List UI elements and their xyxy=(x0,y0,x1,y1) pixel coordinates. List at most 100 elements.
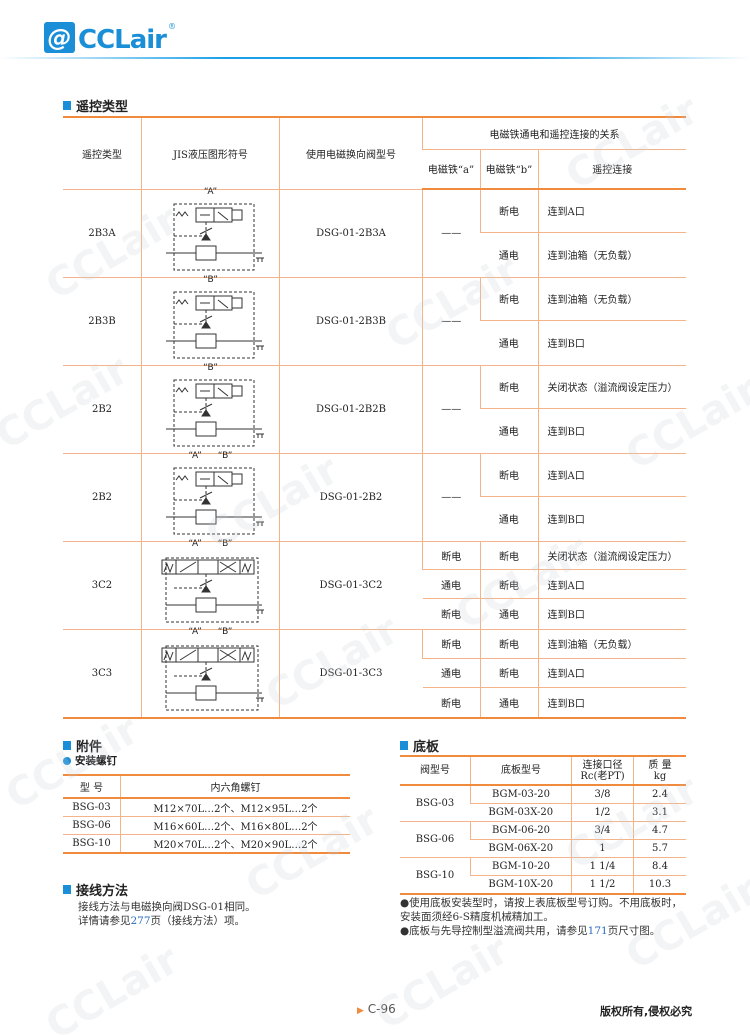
cell-remote-conn: 连到A口 xyxy=(537,569,686,600)
cell-sol-a: 通电 xyxy=(422,569,480,600)
logo-text: CCLair xyxy=(78,25,167,55)
wiring-text: 接线方法与电磁换向阀DSG-01相同。 详情请参见277页（接线方法）项。 xyxy=(78,900,256,928)
cell-port-size: 1 xyxy=(571,839,634,858)
header-valve: 使用电磁换向阀型号 xyxy=(279,117,423,190)
section-title-accessories: 附件 xyxy=(63,736,102,755)
header-plate-model: 底板型号 xyxy=(470,756,572,786)
table-row: BSG-06 M16×60L…2个、M16×80L…2个 xyxy=(63,816,350,835)
header-divider xyxy=(0,57,750,59)
section-title-text: 接线方法 xyxy=(76,884,129,899)
copyright: 版权所有,侵权必究 xyxy=(600,1005,693,1018)
cell-remote-conn: 连到B口 xyxy=(537,496,686,542)
table-row: 通电 断电 连到A口 xyxy=(63,658,686,688)
cell-valve-model: BSG-10 xyxy=(400,857,471,895)
remote-type-table: 遥控类型 JIS液压图形符号 使用电磁换向阀型号 电磁铁通电和遥控连接的关系 电… xyxy=(63,116,686,719)
note-2: ●底板与先导控制型溢流阀共用，请参见 xyxy=(400,925,588,937)
cell-plate-model: BGM-06-20 xyxy=(470,821,572,840)
cell-symbol: “A” “B” xyxy=(141,539,280,630)
cell-sol-b: 断电 xyxy=(479,569,538,600)
cell-remote-conn: 连到B口 xyxy=(537,408,686,454)
port-label: “A” xyxy=(203,186,218,197)
cell-sol-b: 断电 xyxy=(479,541,538,571)
cell-plate-model: BGM-10X-20 xyxy=(470,875,572,895)
section-title-text: 遥控类型 xyxy=(76,100,129,115)
port-unit: Rc(老PT) xyxy=(580,770,625,782)
watermark: CCLair xyxy=(368,926,517,1035)
logo-mark-icon: @ xyxy=(44,22,75,53)
cell-remote-conn: 连到A口 xyxy=(537,658,686,688)
table-row: 3C3 “A” “B” DSG-01-3C3 断电 断电 连到油箱（无负载） xyxy=(63,626,686,718)
cell-mass: 5.7 xyxy=(633,839,686,858)
section-title-remote: 遥控类型 xyxy=(63,96,128,115)
table-row: BSG-10 M20×70L…2个、M20×90L…2个 xyxy=(63,834,350,854)
cell-port-size: 3/8 xyxy=(571,785,634,804)
square-bullet-icon xyxy=(63,101,71,110)
cell-sol-b: 断电 xyxy=(479,453,538,497)
table-row: BSG-03 M12×70L…2个、M12×95L…2个 xyxy=(63,798,350,817)
cell-sol-a: 断电 xyxy=(422,598,480,630)
hydraulic-symbol-icon xyxy=(161,645,264,710)
header-sol-a: 电磁铁“a” xyxy=(422,149,480,190)
table-row: BSG-10 BGM-10-20 1 1/4 8.4 xyxy=(400,857,686,895)
wiring-line-2-end: 页（接线方法）项。 xyxy=(150,915,246,927)
page-link-171[interactable]: 171 xyxy=(587,925,608,937)
wiring-line-2: 详情请参见 xyxy=(78,915,131,927)
cell-sol-a: 断电 xyxy=(422,629,480,659)
cell-valve-model: BSG-03 xyxy=(400,785,471,822)
cell-mass: 8.4 xyxy=(633,857,686,876)
section-title-wiring: 接线方法 xyxy=(63,880,128,899)
table-row: 2B3A “A” DSG-01-2B3A —— 断电 连到A口 xyxy=(63,187,686,278)
page-number: ▶ C-96 xyxy=(357,1002,396,1016)
section-title-text: 附件 xyxy=(76,740,103,755)
cell-remote-conn: 连到A口 xyxy=(537,189,686,233)
cell-sol-a: —— xyxy=(422,277,480,366)
port-label: 连接口径 xyxy=(582,759,623,771)
cell-mass: 2.4 xyxy=(633,785,686,804)
subtitle-screws: 安装螺钉 xyxy=(63,753,117,768)
header-relation: 电磁铁通电和遥控连接的关系 xyxy=(422,117,686,150)
table-row: 3C2 “A” “B” DSG-01-3C2 断电 断电 关闭状态（溢流阀设定压力） xyxy=(63,539,686,630)
cell-valve-model: DSG-01-3C2 xyxy=(279,541,423,630)
cell-model: BSG-03 xyxy=(63,798,121,817)
header-port: 连接口径 Rc(老PT) xyxy=(571,756,634,786)
table-row: 2B2 “A” “B” DSG-01-2B2 —— 断电 连到A口 xyxy=(63,451,686,542)
cell-screw: M20×70L…2个、M20×90L…2个 xyxy=(120,834,350,854)
page-number-text: C-96 xyxy=(367,1002,396,1016)
page-link-277[interactable]: 277 xyxy=(130,915,151,927)
cell-port-size: 1 1/2 xyxy=(571,875,634,895)
cell-sol-a: —— xyxy=(422,453,480,542)
header-sol-b: 电磁铁“b” xyxy=(479,149,538,190)
cell-valve-model: DSG-01-2B3B xyxy=(279,277,423,366)
brand-logo: @ CCLair ® xyxy=(44,22,176,53)
cell-port-size: 1 1/4 xyxy=(571,857,634,876)
port-label: “B” xyxy=(217,450,233,461)
cell-remote-conn: 连到油箱（无负载） xyxy=(537,277,686,321)
header-model: 型 号 xyxy=(63,775,121,799)
subtitle-text: 安装螺钉 xyxy=(75,755,117,767)
cell-model: BSG-06 xyxy=(63,816,121,835)
circle-bullet-icon xyxy=(63,756,71,765)
table-row: BGM-03X-20 1/2 3.1 xyxy=(400,803,686,822)
note-1: ●使用底板安装型时，请按上表底板型号订购。不用底板时，安装面须经6-S精度机械精… xyxy=(400,897,683,923)
cell-port-size: 1/2 xyxy=(571,803,634,822)
section-title-baseplate: 底板 xyxy=(400,736,439,755)
cell-symbol: “A” “B” xyxy=(141,450,280,542)
cell-remote-type: 3C2 xyxy=(63,541,142,630)
cell-model: BSG-10 xyxy=(63,834,121,854)
baseplate-notes: ●使用底板安装型时，请按上表底板型号订购。不用底板时，安装面须经6-S精度机械精… xyxy=(400,896,690,938)
table-row: 通电 连到B口 xyxy=(63,496,686,542)
port-label: “A” xyxy=(188,626,202,637)
hydraulic-symbol-icon xyxy=(161,557,264,622)
cell-sol-b: 通电 xyxy=(480,232,538,278)
hydraulic-symbol-icon xyxy=(165,203,264,270)
cell-sol-b: 通电 xyxy=(480,408,538,454)
cell-mass: 4.7 xyxy=(633,821,686,840)
cell-sol-a: —— xyxy=(422,189,480,278)
registered-mark: ® xyxy=(168,22,177,31)
table-row: BGM-06X-20 1 5.7 xyxy=(400,839,686,858)
cell-sol-a: 通电 xyxy=(422,658,480,688)
cell-remote-type: 2B2 xyxy=(63,365,142,454)
port-label: “B” xyxy=(203,274,218,285)
cell-symbol: “A” xyxy=(141,186,280,278)
